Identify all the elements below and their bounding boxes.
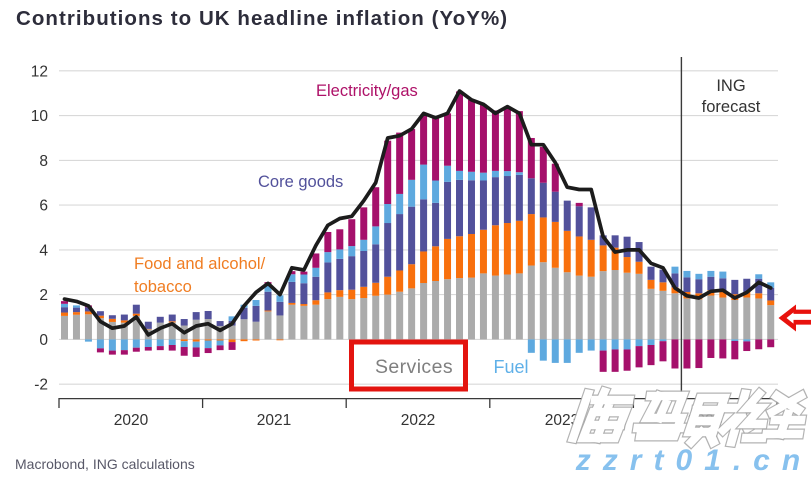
svg-text:8: 8 [39,153,48,170]
svg-text:10: 10 [31,108,49,125]
svg-text:2: 2 [39,287,48,304]
svg-text:Fuel: Fuel [493,357,528,377]
svg-text:2022: 2022 [401,412,435,429]
svg-text:Core goods: Core goods [258,173,343,191]
svg-text:Services: Services [375,356,453,378]
svg-text:2021: 2021 [257,412,291,429]
svg-text:Food and alcohol/: Food and alcohol/ [134,255,266,273]
svg-text:tobacco: tobacco [134,278,192,296]
svg-text:Electricity/gas: Electricity/gas [316,82,418,100]
svg-text:forecast: forecast [702,98,761,116]
svg-text:12: 12 [31,63,48,80]
svg-text:ING: ING [716,77,745,95]
svg-text:-2: -2 [34,377,48,394]
svg-text:4: 4 [39,242,48,259]
svg-text:2023: 2023 [545,412,579,429]
svg-text:zzrt01.cn: zzrt01.cn [575,444,811,477]
svg-text:2020: 2020 [114,412,149,429]
svg-text:0: 0 [39,332,48,349]
svg-text:6: 6 [39,198,48,215]
